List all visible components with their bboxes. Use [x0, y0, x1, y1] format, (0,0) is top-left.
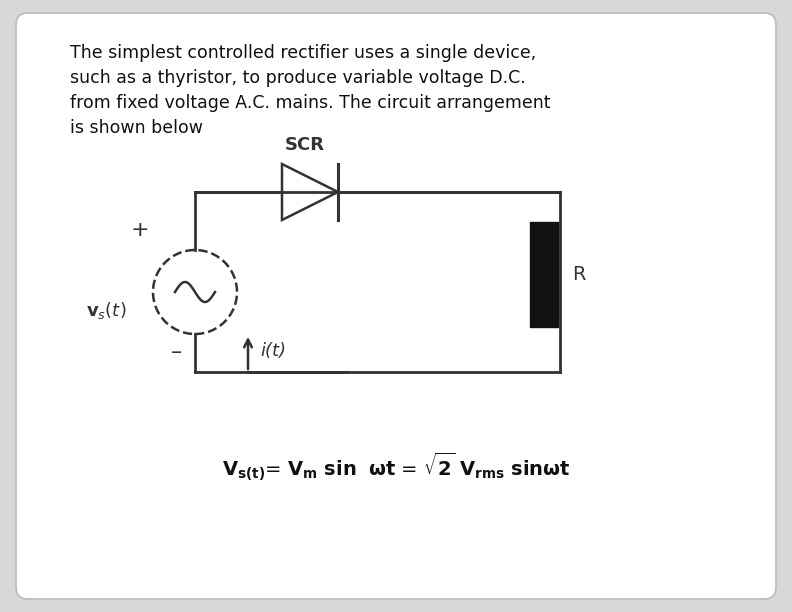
Text: The simplest controlled rectifier uses a single device,
such as a thyristor, to : The simplest controlled rectifier uses a… — [70, 44, 550, 137]
Text: –: – — [171, 342, 183, 362]
FancyBboxPatch shape — [16, 13, 776, 599]
Text: R: R — [572, 265, 585, 284]
Text: i(t): i(t) — [260, 342, 286, 360]
Text: $\mathbf{V_{s(t)}}$= $\mathbf{V_m}$ $\mathbf{sin}$  $\mathbf{\omega t}$ = $\math: $\mathbf{V_{s(t)}}$= $\mathbf{V_m}$ $\ma… — [222, 451, 570, 483]
Text: $\mathbf{v}_s(t)$: $\mathbf{v}_s(t)$ — [86, 299, 127, 321]
Text: SCR: SCR — [285, 136, 325, 154]
Bar — [530, 222, 558, 327]
Text: +: + — [131, 220, 150, 240]
